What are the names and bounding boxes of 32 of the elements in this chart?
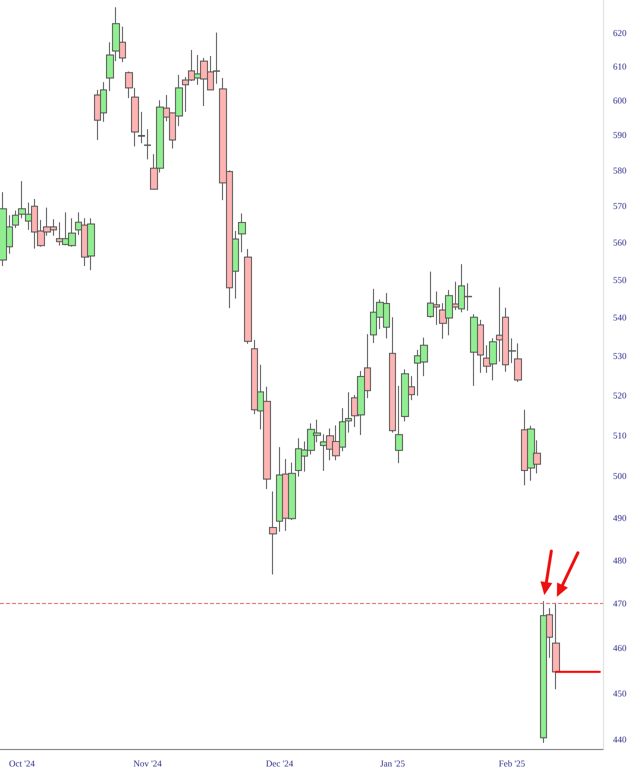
y-tick-label: 570 [613, 201, 627, 212]
y-tick-label: 560 [613, 238, 627, 248]
x-tick-label: Feb '25 [498, 758, 526, 768]
y-tick-label: 520 [613, 390, 627, 400]
y-tick-label: 450 [613, 688, 627, 698]
candlestick [395, 385, 403, 464]
candlestick [138, 111, 145, 144]
y-tick-label: 550 [613, 274, 627, 285]
y-tick-label: 480 [613, 555, 627, 566]
y-tick-label: 490 [613, 512, 627, 523]
x-tick-label: Nov '24 [133, 758, 162, 768]
y-tick-label: 440 [613, 734, 627, 745]
y-tick-label: 620 [613, 28, 627, 38]
x-tick-label: Oct '24 [9, 758, 36, 768]
candlestick [552, 602, 560, 690]
x-tick-label: Dec '24 [266, 758, 294, 768]
y-tick-label: 500 [613, 471, 627, 482]
y-tick-label: 580 [613, 165, 627, 176]
candlestick [244, 248, 252, 344]
x-tick-label: Jan '25 [380, 758, 406, 768]
y-tick-label: 460 [613, 643, 627, 654]
y-tick-label: 540 [613, 312, 627, 323]
y-tick-label: 530 [613, 351, 627, 362]
candlestick [389, 316, 396, 434]
y-tick-label: 600 [613, 96, 627, 106]
candlestick [144, 128, 151, 160]
y-tick-label: 510 [613, 430, 627, 440]
y-tick-label: 470 [613, 598, 627, 609]
candlestick [269, 491, 277, 576]
y-tick-label: 610 [613, 61, 627, 72]
y-tick-label: 590 [613, 130, 627, 140]
candlestick [238, 212, 246, 253]
